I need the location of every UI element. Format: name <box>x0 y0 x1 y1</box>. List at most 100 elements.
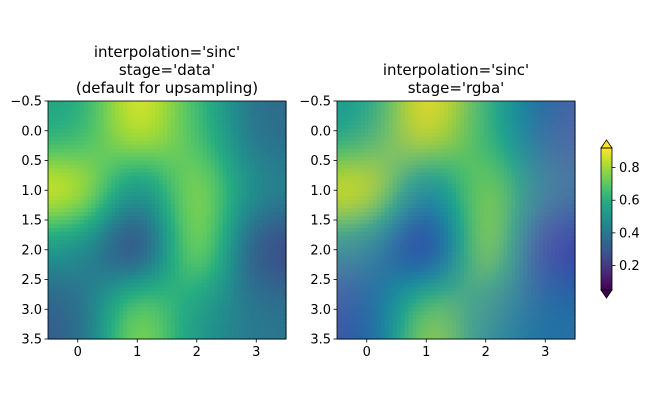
heatmap-cell <box>67 108 73 114</box>
heatmap-cell <box>348 271 354 277</box>
heatmap-cell <box>368 331 374 336</box>
heatmap-cell <box>404 303 409 308</box>
heatmap-cell <box>59 152 65 158</box>
heatmap-cell <box>242 263 247 269</box>
heatmap-cell <box>155 275 160 281</box>
heatmap-cell <box>119 164 124 170</box>
heatmap-cell <box>174 200 180 205</box>
heatmap-cell <box>190 144 196 150</box>
heatmap-cell <box>337 168 342 173</box>
heatmap-cell <box>392 239 398 245</box>
heatmap-cell <box>376 168 382 173</box>
heatmap-cell <box>258 335 263 340</box>
heatmap-cell <box>234 160 239 166</box>
heatmap-cell <box>163 192 168 197</box>
heatmap-cell <box>222 184 228 189</box>
heatmap-cell <box>372 196 378 201</box>
heatmap-cell <box>356 200 362 205</box>
heatmap-cell <box>344 212 350 217</box>
heatmap-cell <box>424 196 429 201</box>
heatmap-cell <box>424 247 429 253</box>
heatmap-cell <box>392 283 398 289</box>
heatmap-cell <box>226 220 232 225</box>
heatmap-cell <box>388 315 394 320</box>
heatmap-cell <box>190 188 196 193</box>
heatmap-cell <box>48 101 53 106</box>
heatmap-cell <box>75 223 81 229</box>
heatmap-cell <box>75 148 81 154</box>
heatmap-cell <box>416 128 421 134</box>
heatmap-cell <box>71 295 77 300</box>
heatmap-cell <box>159 251 164 257</box>
heatmap-cell <box>420 148 425 154</box>
heatmap-cell <box>174 128 180 134</box>
heatmap-cell <box>278 148 283 154</box>
heatmap-cell <box>95 287 101 292</box>
heatmap-cell <box>364 231 370 237</box>
heatmap-cell <box>63 188 69 193</box>
heatmap-cell <box>218 251 224 257</box>
heatmap-cell <box>159 279 164 285</box>
heatmap-cell <box>206 160 212 166</box>
heatmap-cell <box>95 204 101 209</box>
heatmap-cell <box>384 331 390 336</box>
heatmap-cell <box>194 299 200 304</box>
heatmap-cell <box>344 319 350 324</box>
heatmap-cell <box>384 287 390 292</box>
heatmap-cell <box>159 255 164 261</box>
heatmap-cell <box>404 251 409 257</box>
heatmap-cell <box>135 200 140 205</box>
heatmap-cell <box>186 220 192 225</box>
heatmap-cell <box>274 231 279 237</box>
heatmap-cell <box>364 112 370 118</box>
heatmap-cell <box>340 259 346 265</box>
heatmap-cell <box>51 295 57 300</box>
heatmap-cell <box>127 180 132 185</box>
heatmap-cell <box>258 164 263 170</box>
heatmap-cell <box>340 108 346 114</box>
heatmap-cell <box>119 267 124 273</box>
heatmap-cell <box>202 212 208 217</box>
heatmap-cell <box>214 164 220 170</box>
heatmap-cell <box>230 128 236 134</box>
heatmap-cell <box>214 243 220 249</box>
heatmap-cell <box>99 315 105 320</box>
heatmap-cell <box>266 120 271 126</box>
heatmap-cell <box>234 220 239 225</box>
heatmap-cell <box>344 239 350 245</box>
heatmap-cell <box>266 116 271 122</box>
heatmap-cell <box>55 287 61 292</box>
heatmap-cell <box>274 291 279 296</box>
heatmap-cell <box>282 231 287 237</box>
heatmap-cell <box>87 295 93 300</box>
heatmap-cell <box>194 327 200 332</box>
heatmap-cell <box>51 227 57 233</box>
heatmap-cell <box>55 255 61 261</box>
heatmap-cell <box>356 184 362 189</box>
heatmap-cell <box>79 108 85 114</box>
heatmap-cell <box>63 323 69 328</box>
heatmap-cell <box>139 152 144 158</box>
heatmap-cell <box>163 172 168 177</box>
heatmap-cell <box>51 267 57 273</box>
heatmap-cell <box>222 140 228 146</box>
heatmap-cell <box>344 132 350 138</box>
heatmap-cell <box>388 267 394 273</box>
heatmap-cell <box>262 104 267 110</box>
heatmap-cell <box>75 323 81 328</box>
heatmap-cell <box>59 259 65 265</box>
heatmap-cell <box>198 259 204 265</box>
heatmap-cell <box>170 196 176 201</box>
heatmap-cell <box>87 275 93 281</box>
heatmap-cell <box>258 156 263 162</box>
heatmap-cell <box>258 323 263 328</box>
heatmap-cell <box>206 243 212 249</box>
heatmap-cell <box>55 164 61 170</box>
heatmap-cell <box>170 283 176 289</box>
heatmap-cell <box>182 239 188 245</box>
heatmap-cell <box>226 196 232 201</box>
heatmap-cell <box>178 212 184 217</box>
heatmap-cell <box>420 271 425 277</box>
heatmap-cell <box>67 144 73 150</box>
heatmap-cell <box>388 216 394 221</box>
